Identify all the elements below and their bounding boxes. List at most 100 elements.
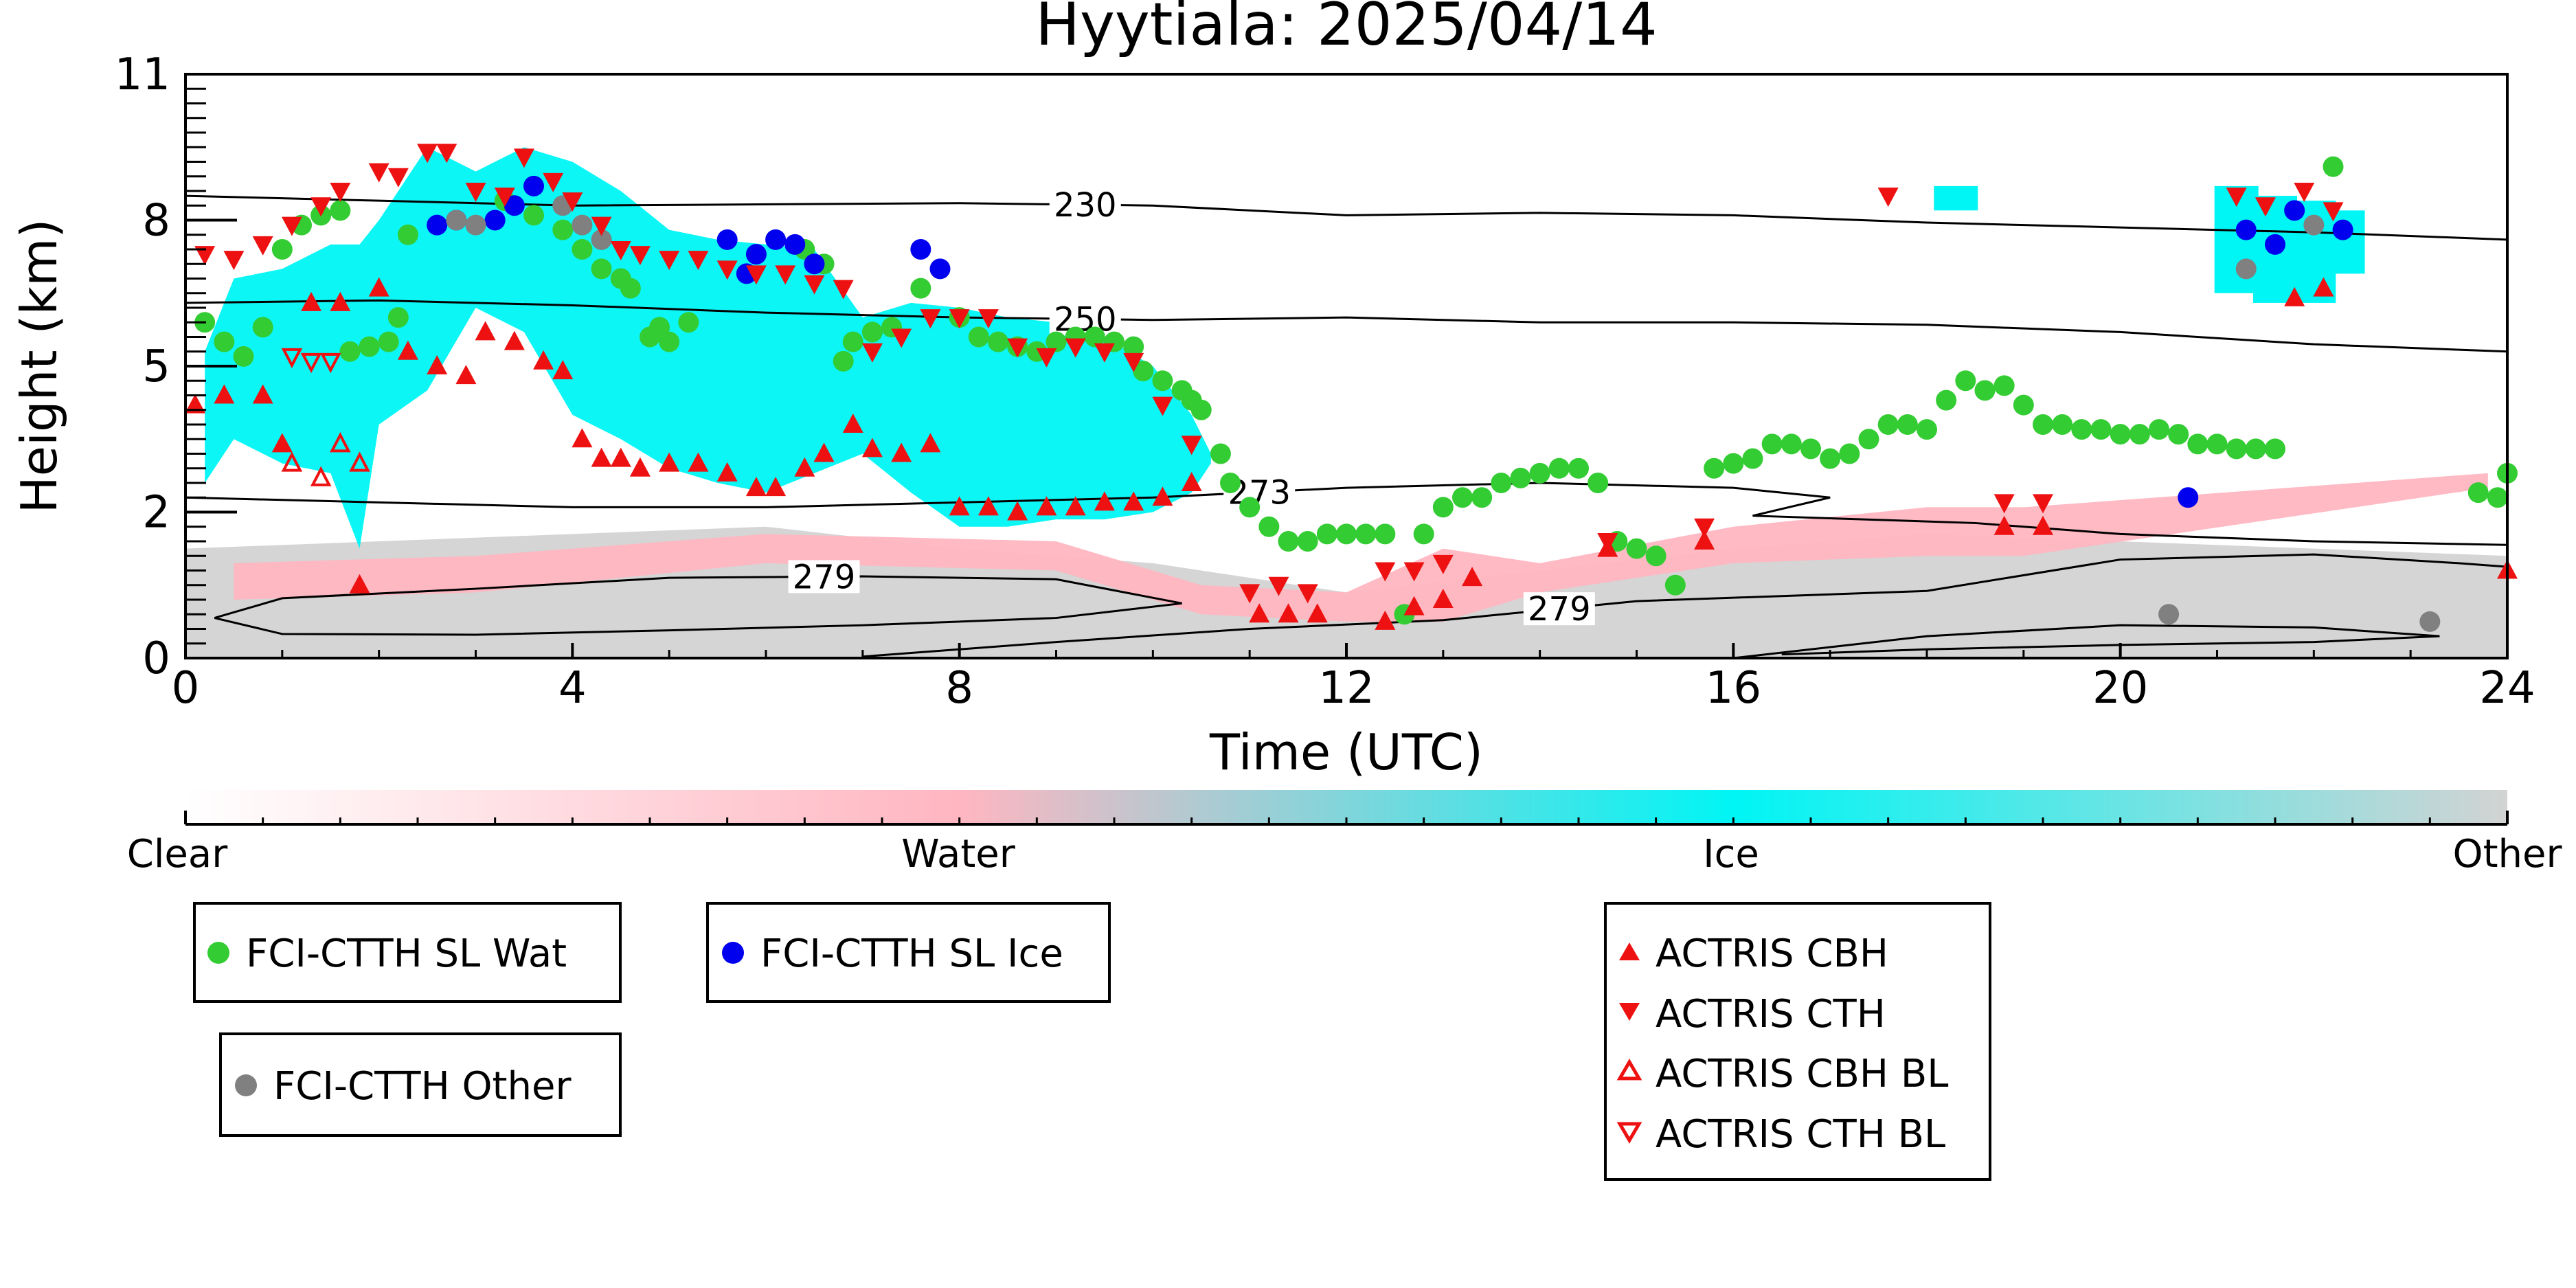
marker-actris-cbh-49 — [2033, 515, 2053, 535]
marker-fci-ctth-sl-wat-53 — [1336, 523, 1357, 545]
contour-label-bg-3 — [788, 560, 860, 594]
marker-fci-ctth-sl-wat-65 — [1568, 457, 1589, 479]
marker-actris-cth-28 — [949, 309, 970, 329]
marker-actris-cbh-31 — [978, 496, 999, 516]
marker-fci-ctth-sl-wat-94 — [2149, 419, 2169, 440]
marker-fci-ctth-sl-wat-57 — [1413, 523, 1434, 545]
marker-fci-ctth-sl-wat-61 — [1491, 473, 1512, 493]
marker-fci-ctth-sl-wat-26 — [833, 350, 854, 372]
marker-fci-ctth-sl-ice-16 — [2284, 200, 2305, 221]
marker-actris-cth-51 — [2323, 202, 2344, 222]
marker-actris-cbh-14 — [552, 360, 574, 380]
marker-actris-cbh-38 — [1181, 472, 1202, 491]
marker-actris-cth-40 — [1375, 562, 1396, 582]
marker-actris-cbh-51 — [2313, 277, 2334, 297]
marker-actris-cth-50 — [2294, 183, 2315, 202]
marker-fci-ctth-sl-wat-85 — [1974, 380, 1996, 401]
marker-actris-cbh-10 — [455, 365, 477, 385]
marker-fci-ctth-sl-wat-41 — [1133, 361, 1154, 382]
marker-actris-cth-10 — [465, 183, 486, 202]
marker-actris-cbh-30 — [949, 496, 970, 516]
marker-fci-ctth-sl-wat-78 — [1839, 443, 1860, 464]
marker-fci-ctth-sl-wat-48 — [1239, 497, 1261, 518]
marker-actris-cbh-45 — [1462, 567, 1483, 587]
marker-actris-cth-26 — [891, 328, 912, 348]
marker-fci-ctth-sl-wat-12 — [397, 224, 418, 245]
marker-actris-cbh-47 — [1694, 530, 1715, 550]
marker-fci-ctth-sl-wat-89 — [2052, 414, 2073, 435]
marker-fci-ctth-sl-wat-77 — [1820, 448, 1841, 469]
y-tick-label-2: 2 — [142, 488, 170, 539]
marker-actris-cth-13 — [543, 172, 564, 192]
marker-actris-cth-9 — [436, 144, 457, 163]
marker-actris-cth-25 — [861, 343, 883, 363]
marker-actris-cbh-35 — [1094, 491, 1115, 511]
marker-fci-ctth-sl-wat-11 — [387, 307, 409, 328]
marker-fci-ctth-sl-ice-5 — [716, 229, 738, 250]
marker-actris-cth-21 — [745, 265, 767, 285]
x-tick-label-16: 16 — [1706, 663, 1761, 714]
marker-fci-ctth-sl-wat-21 — [649, 317, 670, 338]
marker-fci-ctth-sl-wat-97 — [2206, 433, 2228, 455]
marker-fci-ctth-sl-ice-8 — [765, 229, 787, 250]
y-tick-label-8: 8 — [142, 196, 170, 247]
marker-fci-ctth-sl-wat-59 — [1452, 487, 1473, 508]
contour-0 — [185, 194, 2507, 241]
x-tick-label-24: 24 — [2479, 663, 2535, 714]
legend-ice-marker — [722, 942, 744, 964]
legend-cbh-bl-marker — [1616, 1059, 1642, 1081]
marker-actris-cbh-37 — [1152, 486, 1173, 506]
marker-actris-cth-14 — [562, 192, 583, 212]
marker-fci-ctth-sl-wat-90 — [2071, 419, 2092, 440]
marker-actris-cth-24 — [833, 280, 854, 300]
marker-fci-ctth-sl-wat-96 — [2187, 433, 2208, 455]
marker-fci-ctth-sl-wat-17 — [591, 258, 612, 280]
marker-actris-cth-17 — [629, 246, 651, 266]
marker-fci-ctth-sl-wat-100 — [2265, 438, 2285, 460]
marker-actris-cth-23 — [804, 275, 825, 295]
x-tick-label-0: 0 — [172, 663, 200, 714]
marker-actris-cbh-11 — [475, 321, 496, 341]
marker-fci-ctth-sl-wat-42 — [1152, 370, 1173, 392]
contour-label-bg-4 — [1523, 592, 1595, 626]
x-tick-label-12: 12 — [1318, 663, 1374, 714]
marker-actris-cbh-28 — [891, 442, 912, 462]
marker-actris-cth-15 — [591, 216, 612, 236]
marker-actris-cth-47 — [2033, 494, 2053, 514]
marker-actris-cth-37 — [1239, 584, 1261, 604]
marker-fci-ctth-sl-wat-62 — [1510, 467, 1531, 488]
marker-actris-cbh-19 — [659, 452, 680, 472]
marker-actris-cbh-43 — [1403, 596, 1425, 615]
marker-fci-ctth-sl-wat-14 — [523, 205, 544, 226]
marker-fci-ctth-sl-ice-14 — [2235, 219, 2257, 240]
marker-fci-ctth-sl-wat-91 — [2090, 419, 2112, 440]
marker-actris-cbh-12 — [504, 330, 525, 350]
marker-fci-ctth-sl-wat-4 — [271, 239, 293, 260]
marker-actris-cbh-32 — [1007, 501, 1028, 521]
marker-fci-ctth-sl-wat-52 — [1316, 523, 1337, 545]
marker-fci-ctth-sl-wat-10 — [378, 331, 399, 352]
marker-fci-ctth-sl-wat-101 — [2323, 156, 2344, 177]
marker-fci-ctth-sl-wat-8 — [339, 341, 361, 362]
mask-water — [234, 473, 2488, 622]
marker-fci-ctth-other-8 — [2419, 611, 2441, 632]
marker-actris-cbh-0 — [185, 394, 206, 414]
marker-actris-cbh-21 — [716, 462, 738, 482]
marker-fci-ctth-sl-wat-80 — [1877, 414, 1899, 435]
marker-fci-ctth-sl-ice-4 — [523, 175, 544, 196]
marker-actris-cbh-24 — [794, 457, 815, 477]
marker-fci-ctth-sl-ice-9 — [784, 234, 806, 255]
marker-actris-cth-20 — [716, 260, 738, 280]
marker-actris-cbh-8 — [397, 340, 418, 360]
marker-fci-ctth-other-4 — [591, 229, 612, 250]
legend-wat-marker — [207, 942, 229, 964]
legend-cbh-label: ACTRIS CBH — [1656, 931, 1888, 976]
marker-actris-cth-33 — [1094, 343, 1115, 363]
marker-actris-cbh-34 — [1065, 496, 1086, 516]
marker-fci-ctth-sl-ice-0 — [427, 214, 448, 236]
legend-cth-marker — [1619, 1003, 1640, 1021]
marker-fci-ctth-sl-wat-23 — [678, 312, 699, 333]
colorbar: Clear Water Ice Other — [127, 790, 2562, 877]
marker-actris-cbh-9 — [427, 355, 448, 374]
marker-actris-cbh-25 — [813, 442, 835, 462]
